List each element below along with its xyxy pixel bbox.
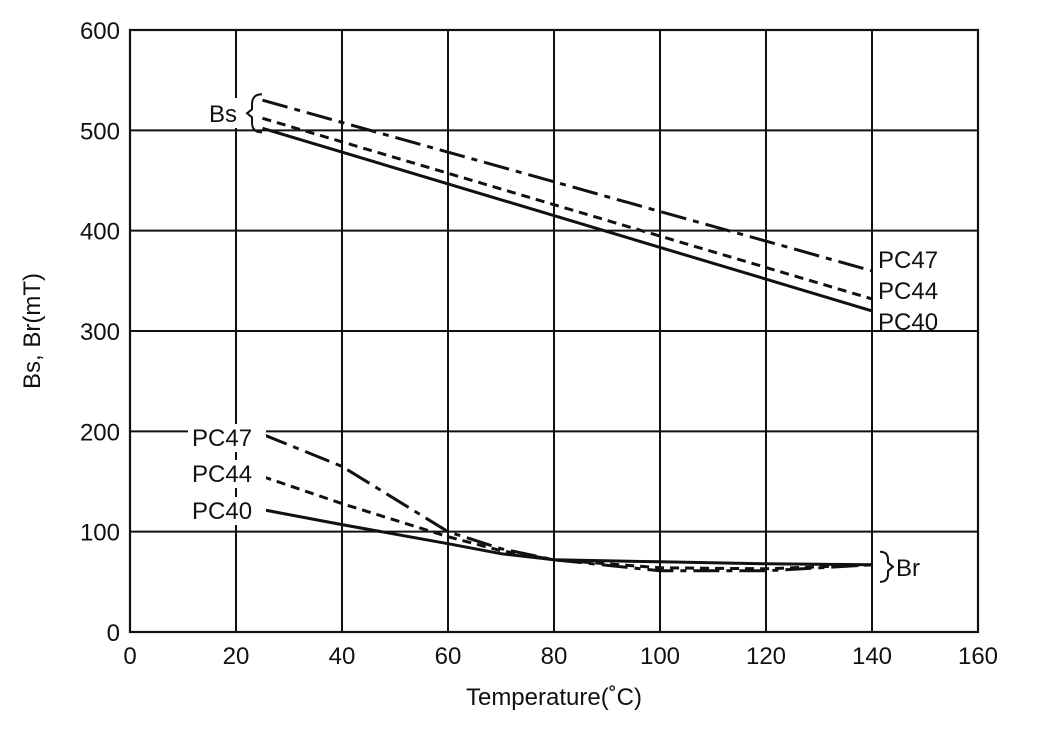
x-tick-label-60: 60 [435, 643, 462, 670]
y-tick-label-0: 0 [107, 620, 120, 647]
y-tick-label-600: 600 [80, 18, 120, 45]
series-br-pc44 [262, 475, 873, 571]
label-bs-pc47: PC47 [878, 247, 938, 274]
label-bs-pc40: PC40 [878, 309, 938, 336]
x-tick-label-0: 0 [123, 643, 136, 670]
group-label-bg-bs [205, 98, 251, 128]
label-bs-pc44: PC44 [878, 278, 938, 305]
x-axis-title: Temperature(˚C) [466, 684, 642, 711]
label-bg-br-pc44 [188, 460, 266, 488]
label-bg-br-pc40 [188, 497, 266, 525]
group-label-bs: Bs [209, 101, 237, 128]
series-bs-pc44 [262, 116, 873, 301]
plot-frame [128, 28, 980, 634]
x-tick-label-20: 20 [223, 643, 250, 670]
label-br-pc44: PC44 [192, 461, 252, 488]
y-tick-label-500: 500 [80, 118, 120, 145]
series-bs-pc40 [262, 126, 873, 313]
x-tick-label-120: 120 [746, 643, 786, 670]
x-tick-label-140: 140 [852, 643, 892, 670]
x-tick-label-80: 80 [541, 643, 568, 670]
label-bg-br-pc47 [188, 424, 266, 452]
series-br-pc47 [261, 432, 873, 573]
label-br-pc47: PC47 [192, 425, 252, 452]
y-tick-label-200: 200 [80, 419, 120, 446]
group-label-br: Br [896, 555, 920, 582]
x-tick-label-100: 100 [640, 643, 680, 670]
y-tick-label-400: 400 [80, 219, 120, 246]
x-tick-label-160: 160 [958, 643, 998, 670]
label-br-pc40: PC40 [192, 498, 252, 525]
bracket-bs [245, 93, 263, 134]
bracket-br [879, 550, 895, 583]
series-br-pc40 [262, 508, 873, 567]
y-tick-label-100: 100 [80, 520, 120, 547]
x-tick-label-40: 40 [329, 643, 356, 670]
y-axis-title: Bs, Br(mT) [19, 273, 46, 389]
y-tick-label-300: 300 [80, 319, 120, 346]
series-bs-pc47 [262, 98, 873, 273]
